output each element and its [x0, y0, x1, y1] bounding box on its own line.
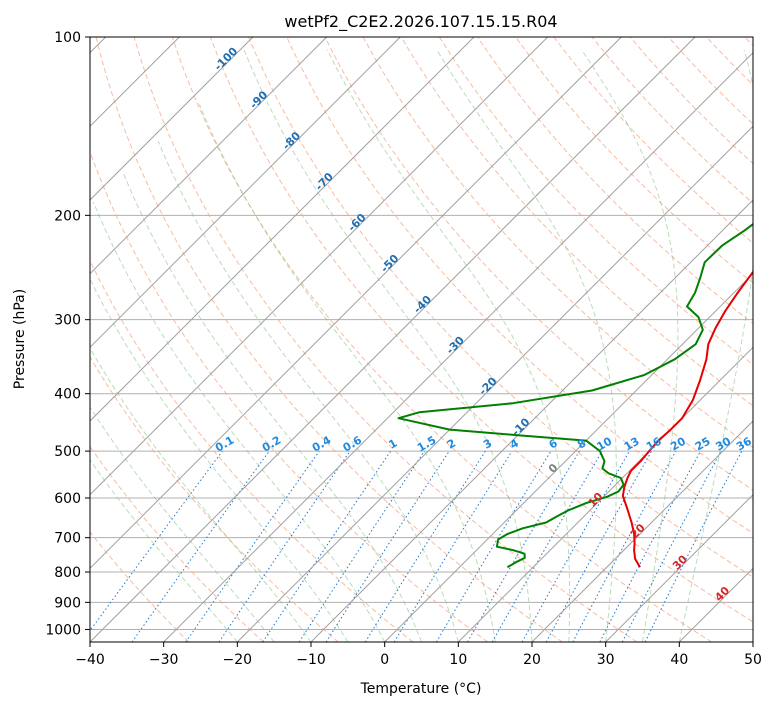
mixing-ratio-line	[393, 450, 513, 642]
mixing-ratio-line	[90, 450, 223, 632]
x-tick-label: 0	[380, 652, 389, 668]
x-tick-label: 10	[449, 652, 467, 668]
moist-adiabat	[243, 49, 533, 642]
dry-adiabat	[171, 37, 712, 642]
mixing-ratio-line	[545, 450, 653, 642]
y-tick-label: 200	[54, 208, 81, 224]
mixing-ratio-line	[572, 450, 677, 642]
dry-adiabat	[209, 37, 753, 623]
mixing-ratio-line	[521, 450, 630, 642]
isotherm	[90, 37, 401, 349]
mixing-ratio-line	[185, 450, 320, 642]
dry-adiabat	[324, 37, 753, 491]
y-tick-label: 600	[54, 491, 81, 507]
mixing-ratio-line	[298, 450, 425, 642]
isotherm	[90, 37, 549, 496]
moist-adiabat	[90, 347, 312, 642]
moist-adiabat	[326, 49, 571, 642]
temperature-line	[621, 270, 753, 568]
x-tick-label: −20	[223, 652, 253, 668]
isotherm	[90, 37, 622, 570]
plot-grid	[90, 37, 753, 642]
x-tick-label: 20	[523, 652, 541, 668]
dry-adiabat	[248, 37, 753, 578]
y-tick-label: 500	[54, 444, 81, 460]
dry-adiabat	[90, 150, 488, 642]
x-axis-label: Temperature (°C)	[360, 681, 482, 697]
moist-adiabat	[90, 459, 238, 642]
isotherm	[236, 125, 753, 642]
dry-adiabat	[400, 37, 753, 407]
y-axis-label: Pressure (hPa)	[12, 289, 28, 389]
isotherm	[163, 51, 753, 642]
mixing-ratio-line	[262, 450, 392, 642]
moist-adiabat	[90, 406, 275, 642]
x-tick-label: −30	[149, 652, 179, 668]
isotherm	[90, 37, 475, 422]
plot-frame	[89, 36, 754, 643]
dry-adiabat	[90, 531, 190, 642]
x-axis: −40 −30 −20 −10 0 10 20 30 40 50	[75, 642, 762, 668]
dry-adiabat	[476, 37, 753, 325]
x-tick-label: 40	[670, 652, 688, 668]
moist-adiabat	[678, 49, 753, 642]
chart-title: wetPf2_C2E2.2026.107.15.15.R04	[284, 12, 557, 32]
mixing-ratio-line	[218, 450, 351, 642]
y-axis: 100 200 300 400 500 600 700 800 900 1000	[45, 30, 90, 638]
plot-data	[397, 222, 753, 569]
moist-adiabat	[436, 49, 617, 642]
isotherm	[605, 493, 753, 642]
mixing-ratio-line	[131, 450, 270, 642]
y-tick-label: 1000	[45, 622, 81, 638]
y-tick-label: 800	[54, 565, 81, 581]
isotherm	[384, 272, 753, 642]
mixing-ratio-line	[325, 450, 450, 642]
y-tick-label: 100	[54, 30, 81, 46]
x-tick-label: −40	[75, 652, 105, 668]
dry-adiabat	[362, 37, 753, 449]
isotherm	[90, 37, 254, 201]
dry-adiabat	[438, 37, 753, 366]
dewpoint-line	[397, 222, 753, 569]
dry-adiabat	[95, 37, 563, 642]
y-tick-label: 300	[54, 313, 81, 329]
dry-adiabat	[90, 259, 414, 642]
isotherm	[90, 37, 328, 275]
dry-adiabat	[591, 37, 753, 204]
moist-adiabat	[157, 141, 459, 642]
y-tick-label: 700	[54, 531, 81, 547]
dry-adiabat	[515, 37, 753, 284]
isotherm	[457, 346, 753, 642]
y-tick-label: 400	[54, 387, 81, 403]
moist-adiabat	[92, 201, 386, 642]
moist-adiabat	[581, 49, 679, 642]
mixing-ratio-line	[644, 450, 743, 642]
x-tick-label: −10	[296, 652, 326, 668]
moist-adiabat	[123, 173, 422, 642]
x-tick-label: 30	[597, 652, 615, 668]
isotherm	[90, 37, 696, 642]
y-tick-label: 900	[54, 595, 81, 611]
isotherm	[531, 420, 753, 642]
x-tick-label: 50	[744, 652, 762, 668]
moist-adiabat	[198, 104, 496, 642]
isotherm	[310, 199, 753, 642]
dry-adiabat	[286, 37, 753, 534]
